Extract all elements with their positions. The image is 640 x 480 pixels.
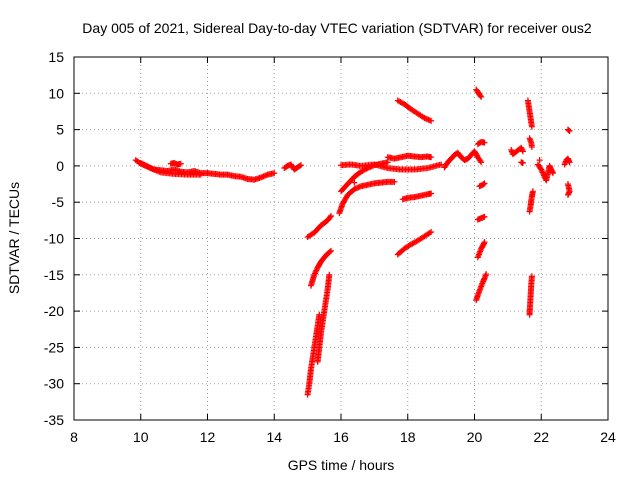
data-point [564, 191, 571, 198]
data-point [428, 154, 435, 161]
data-point [271, 170, 278, 177]
data-point [481, 180, 488, 187]
data-point [384, 159, 391, 166]
data-point [477, 157, 484, 164]
data-point [438, 161, 445, 168]
y-axis-ticks: -35 -30 -25 -20 -15 -10 -5 0 5 10 15 [44, 49, 608, 428]
data-point [426, 229, 433, 236]
x-tick-label: 20 [467, 429, 483, 445]
x-tick-label: 24 [600, 429, 616, 445]
x-tick-label: 8 [70, 429, 78, 445]
data-point [197, 171, 204, 178]
x-tick-label: 22 [533, 429, 549, 445]
data-point [481, 213, 488, 220]
y-tick-label: -5 [52, 194, 65, 210]
data-point [566, 159, 573, 166]
data-point [519, 159, 526, 166]
x-tick-label: 12 [200, 429, 216, 445]
y-tick-label: 0 [56, 158, 64, 174]
data-point [326, 271, 333, 278]
data-point [146, 164, 153, 171]
data-point [177, 160, 184, 167]
data-point [549, 170, 556, 177]
y-tick-label: -25 [44, 339, 64, 355]
data-point [478, 93, 485, 100]
x-axis-ticks: 8 10 12 14 16 18 20 22 24 [70, 57, 616, 445]
data-point [351, 179, 358, 186]
data-point [428, 117, 435, 124]
data-point [481, 139, 488, 146]
y-tick-label: -30 [44, 376, 64, 392]
x-tick-label: 14 [266, 429, 282, 445]
y-tick-label: 5 [56, 122, 64, 138]
data-point [565, 127, 572, 134]
data-point [528, 144, 535, 151]
data-point [477, 92, 484, 99]
data-point [528, 273, 535, 280]
y-tick-label: -20 [44, 303, 64, 319]
data-point [327, 212, 334, 219]
data-points [132, 86, 573, 398]
y-tick-label: -15 [44, 267, 64, 283]
y-axis-label: SDTVAR / TECUs [6, 182, 22, 294]
data-point [327, 214, 334, 221]
data-point [478, 159, 485, 166]
y-tick-label: -35 [44, 412, 64, 428]
data-point [297, 162, 304, 169]
data-point [391, 178, 398, 185]
x-tick-label: 10 [133, 429, 149, 445]
data-point [480, 181, 487, 188]
y-tick-label: -10 [44, 231, 64, 247]
chart-title: Day 005 of 2021, Sidereal Day-to-day VTE… [82, 20, 592, 36]
x-axis-label: GPS time / hours [288, 457, 395, 473]
data-point [519, 148, 526, 155]
data-point [296, 162, 303, 169]
data-point [536, 157, 543, 164]
y-tick-label: 15 [48, 49, 64, 65]
data-point [483, 271, 490, 278]
data-point [481, 239, 488, 246]
data-point [566, 128, 573, 135]
data-point [428, 228, 435, 235]
x-tick-label: 18 [400, 429, 416, 445]
data-point [326, 248, 333, 255]
x-tick-label: 16 [333, 429, 349, 445]
grid [74, 57, 608, 420]
data-point [529, 188, 536, 195]
data-point [327, 247, 334, 254]
data-point [528, 123, 535, 130]
data-point [428, 190, 435, 197]
y-tick-label: 10 [48, 85, 64, 101]
